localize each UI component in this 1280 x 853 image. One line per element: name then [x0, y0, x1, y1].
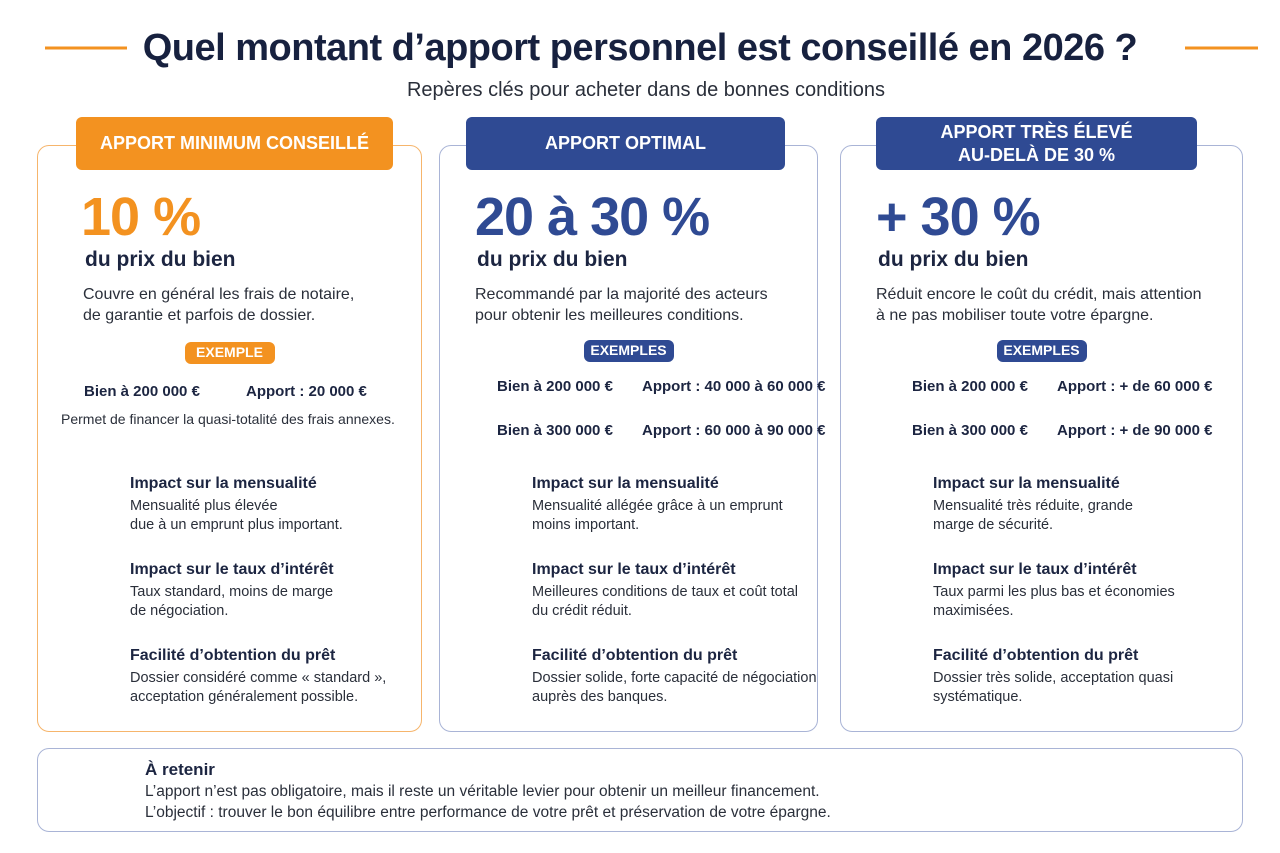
- column-box: [439, 145, 818, 732]
- value-caption: du prix du bien: [878, 248, 1029, 271]
- examples-label: EXEMPLES: [583, 340, 674, 362]
- column-header-line: APPORT MINIMUM CONSEILLÉ: [100, 133, 369, 154]
- impact-title: Facilité d’obtention du prêt: [933, 647, 1139, 664]
- impact-text: Dossier solide, forte capacité de négoci…: [532, 670, 817, 686]
- impact-text: marge de sécurité.: [933, 517, 1054, 533]
- impact-text: de négociation.: [130, 603, 229, 619]
- description: Recommandé par la majorité des acteurs: [475, 286, 768, 303]
- impact-text: acceptation généralement possible.: [130, 689, 359, 705]
- footer-line: L’objectif : trouver le bon équilibre en…: [145, 804, 831, 821]
- footer-title: À retenir: [145, 760, 215, 779]
- footer-box: [37, 748, 1243, 832]
- description: de garantie et parfois de dossier.: [83, 307, 316, 324]
- impact-text: Meilleures conditions de taux et coût to…: [532, 584, 798, 600]
- description: Couvre en général les frais de notaire,: [83, 286, 355, 303]
- examples-label: EXEMPLES: [996, 340, 1087, 362]
- example-apport: Apport : + de 90 000 €: [1057, 422, 1213, 439]
- impact-text: due à un emprunt plus important.: [130, 517, 343, 533]
- impact-text: Mensualité plus élevée: [130, 498, 278, 514]
- impact-text: Dossier considéré comme « standard »,: [130, 670, 387, 686]
- example-apport: Apport : 40 000 à 60 000 €: [642, 378, 826, 395]
- impact-text: auprès des banques.: [532, 689, 668, 705]
- examples-label: EXEMPLE: [184, 342, 275, 364]
- example-bien: Bien à 200 000 €: [497, 378, 613, 395]
- big-value: + 30 %: [876, 187, 1041, 247]
- example-bien: Bien à 300 000 €: [912, 422, 1028, 439]
- column-header-line: APPORT OPTIMAL: [545, 133, 706, 154]
- impact-text: maximisées.: [933, 603, 1014, 619]
- description: Réduit encore le coût du crédit, mais at…: [876, 286, 1202, 303]
- impact-text: Mensualité très réduite, grande: [933, 498, 1133, 514]
- impact-title: Impact sur la mensualité: [933, 475, 1120, 492]
- value-caption: du prix du bien: [85, 248, 236, 271]
- value-caption: du prix du bien: [477, 248, 628, 271]
- column-header: APPORT OPTIMAL: [466, 117, 785, 170]
- impact-title: Impact sur le taux d’intérêt: [130, 561, 334, 578]
- page-subtitle: Repères clés pour acheter dans de bonnes…: [406, 79, 886, 101]
- example-apport: Apport : + de 60 000 €: [1057, 378, 1213, 395]
- column-header-line: APPORT TRÈS ÉLEVÉ: [940, 122, 1133, 142]
- column-header: APPORT TRÈS ÉLEVÉ AU-DELÀ DE 30 %: [876, 117, 1197, 170]
- example-bien: Bien à 300 000 €: [497, 422, 613, 439]
- impact-text: Mensualité allégée grâce à un emprunt: [532, 498, 783, 514]
- example-apport: Apport : 20 000 €: [246, 383, 367, 400]
- big-value: 20 à 30 %: [475, 187, 710, 247]
- impact-text: Taux parmi les plus bas et économies: [933, 584, 1175, 600]
- example-bien: Bien à 200 000 €: [84, 383, 200, 400]
- column-box: [37, 145, 422, 732]
- impact-title: Facilité d’obtention du prêt: [532, 647, 738, 664]
- impact-text: du crédit réduit.: [532, 603, 632, 619]
- impact-text: Taux standard, moins de marge: [130, 584, 334, 600]
- impact-title: Facilité d’obtention du prêt: [130, 647, 336, 664]
- impact-title: Impact sur le taux d’intérêt: [933, 561, 1137, 578]
- impact-text: Dossier très solide, acceptation quasi: [933, 670, 1174, 686]
- description: pour obtenir les meilleures conditions.: [475, 307, 744, 324]
- impact-title: Impact sur la mensualité: [130, 475, 317, 492]
- example-bien: Bien à 200 000 €: [912, 378, 1028, 395]
- big-value: 10 %: [81, 187, 201, 247]
- impact-text: systématique.: [933, 689, 1023, 705]
- column-header: APPORT MINIMUM CONSEILLÉ: [76, 117, 393, 170]
- description: à ne pas mobiliser toute votre épargne.: [876, 307, 1154, 324]
- page-title: Quel montant d’apport personnel est cons…: [142, 27, 1138, 69]
- footer-line: L’apport n’est pas obligatoire, mais il …: [145, 783, 820, 800]
- example-apport: Apport : 60 000 à 90 000 €: [642, 422, 826, 439]
- impact-title: Impact sur le taux d’intérêt: [532, 561, 736, 578]
- impact-text: moins important.: [532, 517, 640, 533]
- column-header-line: AU-DELÀ DE 30 %: [957, 144, 1116, 165]
- example-note: Permet de financer la quasi-totalité des…: [61, 411, 395, 427]
- impact-title: Impact sur la mensualité: [532, 475, 719, 492]
